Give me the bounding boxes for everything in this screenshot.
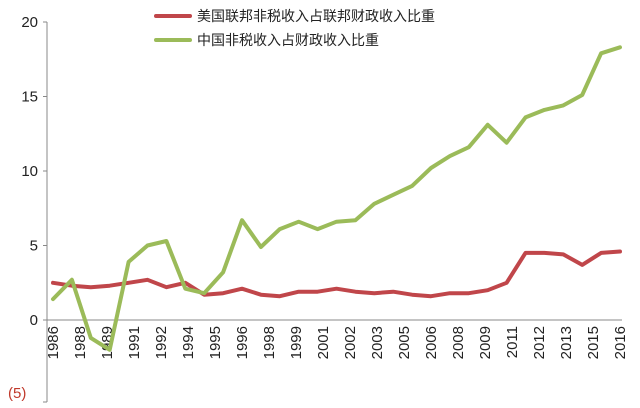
x-tick-label: 2006 <box>423 326 440 359</box>
x-tick-label: 2005 <box>396 326 413 359</box>
x-tick-label: 2013 <box>558 326 575 359</box>
x-tick-label: 2011 <box>504 326 521 358</box>
x-tick-label: 2001 <box>315 326 332 359</box>
x-tick-label: 2009 <box>477 326 494 359</box>
x-tick-label: 2015 <box>585 326 602 359</box>
series-lines <box>51 45 622 352</box>
x-tick-labels: 1986 1988 1989 1991 1992 1994 1995 1996 1998 1999… <box>45 326 629 359</box>
x-tick-label: 2002 <box>342 326 359 359</box>
series-line-us <box>51 249 622 299</box>
series-line-china <box>51 45 622 352</box>
y-tick-label: 5 <box>30 238 38 255</box>
y-tick-label: 10 <box>21 163 38 180</box>
x-tick-label: 2016 <box>612 326 629 359</box>
x-tick-label: 1996 <box>234 326 251 359</box>
legend: 美国联邦非税收入占联邦财政收入比重 中国非税收入占财政收入比重 <box>154 9 435 49</box>
x-tick-label: 1986 <box>45 326 62 359</box>
y-tick-label: 0 <box>30 312 38 329</box>
x-tick-label: 1991 <box>126 326 143 359</box>
legend-label-china: 中国非税收入占财政收入比重 <box>197 33 379 49</box>
axes <box>46 22 622 402</box>
y-tick-label: (5) <box>8 385 26 402</box>
x-tick-label: 1992 <box>153 326 170 359</box>
x-tick-label: 1995 <box>207 326 224 359</box>
x-tick-label: 1998 <box>261 326 278 359</box>
x-tick-label: 1999 <box>288 326 305 359</box>
y-tick-label: 20 <box>21 14 38 31</box>
x-tick-label: 2012 <box>531 326 548 359</box>
x-tick-label: 2003 <box>369 326 386 359</box>
x-tick-label: 1988 <box>72 326 89 359</box>
y-tick-labels: 20 15 10 5 0 (5) <box>8 14 47 403</box>
x-tick-label: 2008 <box>450 326 467 359</box>
legend-label-us: 美国联邦非税收入占联邦财政收入比重 <box>197 9 435 25</box>
y-tick-label: 15 <box>21 89 38 106</box>
x-tick-label: 1994 <box>180 326 197 359</box>
